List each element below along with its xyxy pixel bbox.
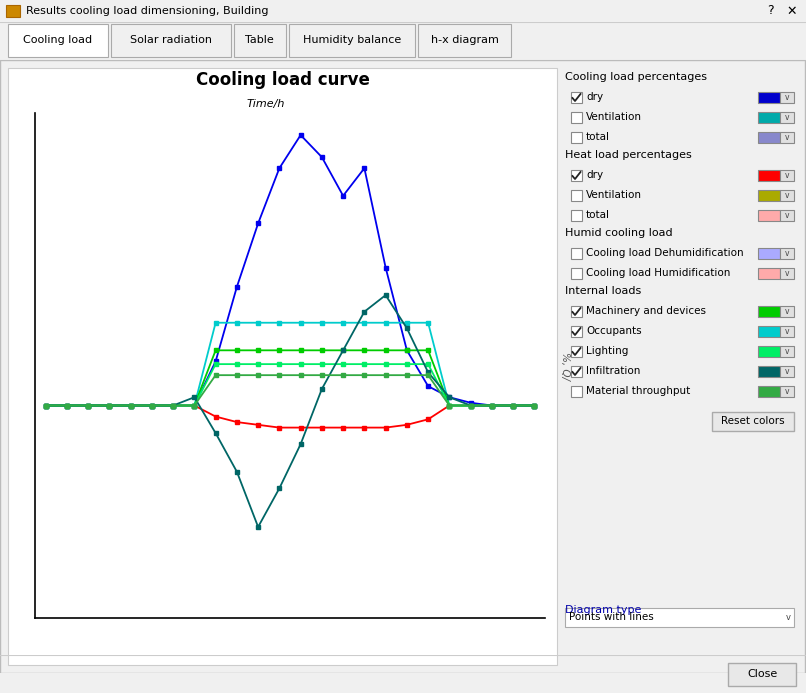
Bar [758,326,780,337]
Bar [571,132,582,143]
Text: Internal loads: Internal loads [565,286,642,296]
Bar [780,190,794,201]
Bar [780,366,794,377]
Bar [571,170,582,181]
Text: Material throughput: Material throughput [586,387,690,396]
Bar [780,210,794,221]
Bar [758,248,780,259]
Text: Machinery and devices: Machinery and devices [586,306,706,317]
Bar [758,132,780,143]
Text: Diagram type: Diagram type [565,605,642,615]
Text: v: v [785,171,789,180]
Bar [8,68,557,665]
Bar [758,92,780,103]
Bar [758,366,780,377]
Text: v: v [785,347,789,356]
Bar [758,190,780,201]
Text: Lighting: Lighting [586,346,629,356]
Text: v: v [785,367,789,376]
Text: v: v [786,613,791,622]
Bar [780,248,794,259]
Bar [780,92,794,103]
Bar [780,268,794,279]
Text: ✕: ✕ [787,4,797,17]
Text: Results cooling load dimensioning, Building: Results cooling load dimensioning, Build… [26,6,268,16]
Bar [758,386,780,397]
Text: %, Q/: %, Q/ [560,351,571,380]
Text: ?: ? [767,4,773,17]
Bar [571,386,582,397]
Bar [571,366,582,377]
Bar [758,170,780,181]
Text: dry: dry [586,170,603,180]
Text: v: v [785,211,789,220]
Bar [571,346,582,357]
Text: total: total [586,132,610,143]
Text: v: v [785,387,789,396]
Text: v: v [785,113,789,122]
Text: Time/h: Time/h [247,99,285,109]
Bar [6,5,20,17]
Bar [8,24,107,57]
Text: v: v [785,93,789,102]
FancyBboxPatch shape [712,412,794,431]
Bar [571,210,582,221]
Text: Table: Table [245,35,274,45]
Bar [571,268,582,279]
Text: dry: dry [586,92,603,103]
Text: v: v [785,191,789,200]
Text: Ventilation: Ventilation [586,191,642,200]
Text: v: v [785,249,789,258]
Bar [758,306,780,317]
Text: Cooling load: Cooling load [23,35,93,45]
Text: Solar radiation: Solar radiation [130,35,212,45]
Bar [758,210,780,221]
Text: total: total [586,211,610,220]
Bar [758,346,780,357]
FancyBboxPatch shape [728,663,796,685]
Bar [758,112,780,123]
Text: v: v [785,133,789,142]
Bar [780,306,794,317]
Bar [565,608,794,627]
Text: Reset colors: Reset colors [721,416,785,426]
Text: Infiltration: Infiltration [586,367,641,376]
Text: Cooling load Humidification: Cooling load Humidification [586,268,730,279]
Bar [780,326,794,337]
Bar [780,386,794,397]
Text: v: v [785,307,789,316]
Text: v: v [785,269,789,278]
Bar [780,112,794,123]
Bar [571,190,582,201]
Bar [571,306,582,317]
Text: Ventilation: Ventilation [586,112,642,123]
Text: Humid cooling load: Humid cooling load [565,228,673,238]
Bar [758,268,780,279]
Bar [234,24,285,57]
Text: Cooling load Dehumidification: Cooling load Dehumidification [586,249,744,258]
Text: v: v [785,327,789,336]
Text: Heat load percentages: Heat load percentages [565,150,692,160]
Text: Cooling load curve: Cooling load curve [196,71,369,89]
Bar [571,92,582,103]
Text: Points with lines: Points with lines [569,613,654,622]
Bar [571,326,582,337]
Text: Occupants: Occupants [586,326,642,337]
Bar [289,24,415,57]
Bar [571,248,582,259]
Bar [780,170,794,181]
Bar [780,132,794,143]
Bar [110,24,231,57]
Text: Cooling load percentages: Cooling load percentages [565,72,707,82]
Bar [780,346,794,357]
Text: h-x diagram: h-x diagram [431,35,499,45]
Text: Humidity balance: Humidity balance [303,35,401,45]
Bar [418,24,511,57]
Text: Close: Close [747,669,777,679]
Bar [571,112,582,123]
